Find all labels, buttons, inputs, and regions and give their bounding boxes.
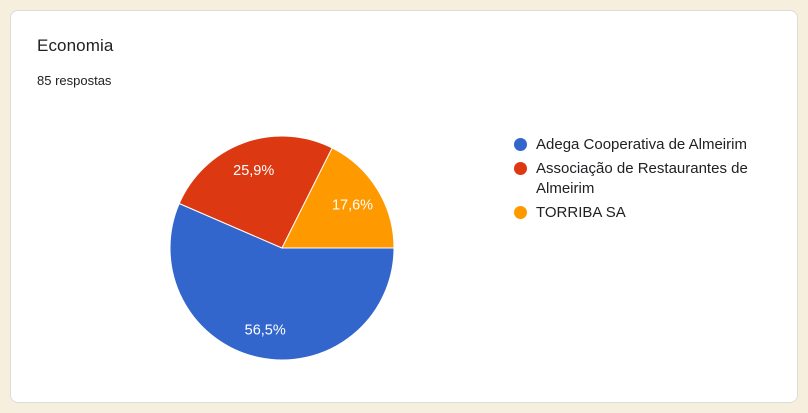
pie-slice-label: 17,6% <box>332 198 373 214</box>
legend-item: Associação de Restaurantes de Almeirim <box>514 159 774 199</box>
pie-slice-label: 25,9% <box>233 163 274 179</box>
legend-label: Adega Cooperativa de Almeirim <box>536 136 747 153</box>
summary-card: Economia 85 respostas 56,5% 25,9% 17,6% Ad… <box>10 10 798 403</box>
pie-slice[interactable] <box>281 147 395 249</box>
legend-label: Associação de Restaurantes de Almeirim <box>536 160 748 197</box>
legend-item: Adega Cooperativa de Almeirim <box>514 135 774 155</box>
pie-chart: 56,5% 25,9% 17,6% <box>169 135 395 361</box>
pie-slice-label: 56,5% <box>245 322 286 338</box>
pie-slice[interactable] <box>169 202 395 361</box>
legend-label: TORRIBA SA <box>536 204 626 221</box>
chart-legend: Adega Cooperativa de Almeirim Associação… <box>514 135 774 227</box>
legend-color-dot <box>514 206 527 219</box>
legend-item: TORRIBA SA <box>514 203 774 223</box>
legend-color-dot <box>514 162 527 175</box>
pie-slice[interactable] <box>178 135 333 249</box>
response-count: 85 respostas <box>37 73 112 88</box>
question-title: Economia <box>37 36 114 55</box>
legend-color-dot <box>514 138 527 151</box>
